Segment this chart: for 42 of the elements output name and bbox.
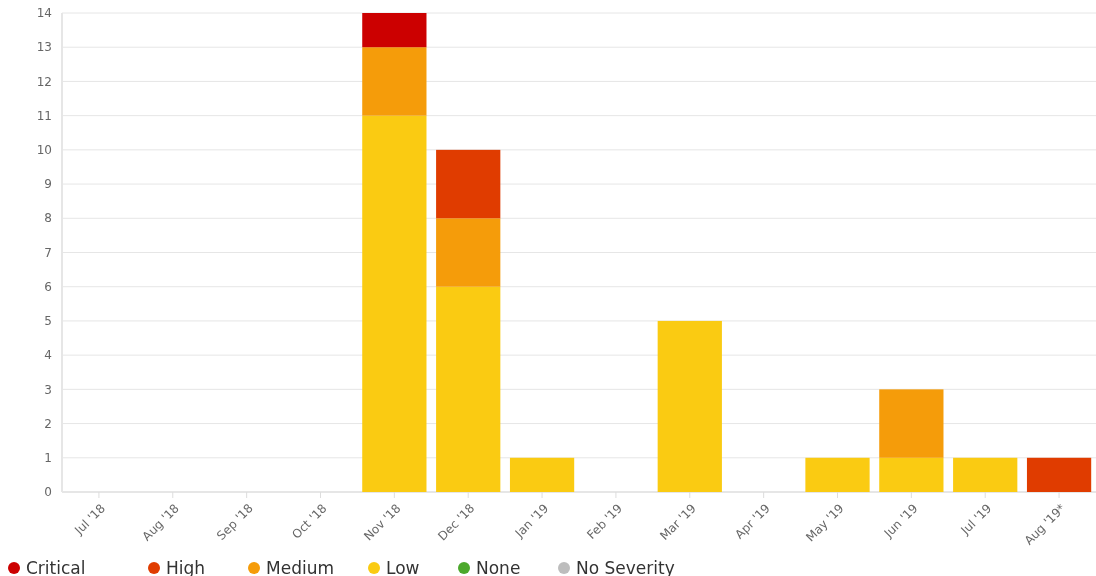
y-tick-label: 2 [44, 416, 52, 431]
bar [1026, 457, 1092, 492]
y-tick-label: 10 [36, 143, 52, 158]
x-tick-label: Sep '18 [214, 501, 256, 543]
y-tick-label: 3 [44, 382, 52, 397]
bar [436, 218, 501, 287]
x-tick-label: Oct '18 [289, 501, 330, 542]
bar [805, 457, 870, 492]
x-tick-label: Feb '19 [584, 501, 626, 542]
bar [362, 47, 427, 116]
x-tick-label: Jun '19 [880, 501, 921, 541]
legend-label: Critical [26, 557, 86, 576]
y-tick-label: 6 [44, 279, 52, 294]
bar [879, 389, 944, 458]
x-tick-label: Jan '19 [511, 501, 552, 541]
legend-label: Medium [266, 557, 334, 576]
bar [509, 457, 575, 492]
y-tick-label: 7 [44, 245, 52, 260]
y-tick-label: 12 [36, 74, 52, 89]
y-tick-label: 0 [44, 485, 52, 500]
bar [436, 286, 501, 492]
legend-label: Low [386, 557, 420, 576]
y-tick-label: 11 [36, 108, 52, 123]
y-tick-label: 5 [44, 314, 52, 329]
bar [879, 457, 944, 492]
x-tick-label: Mar '19 [657, 501, 699, 543]
x-tick-label: Jul '18 [71, 501, 109, 538]
bar [362, 115, 427, 492]
y-tick-label: 9 [44, 177, 52, 192]
x-tick-label: Dec '18 [435, 501, 478, 544]
legend-label: None [476, 557, 521, 576]
y-tick-label: 8 [44, 211, 52, 226]
x-tick-label: Apr '19 [732, 501, 773, 542]
x-tick-label: Jul '19 [957, 501, 995, 538]
bar [657, 320, 722, 492]
y-tick-label: 13 [36, 40, 52, 55]
bar [436, 149, 501, 219]
y-tick-label: 1 [44, 450, 52, 465]
y-tick-label: 4 [44, 348, 52, 363]
bar [953, 457, 1018, 492]
y-tick-label: 14 [36, 6, 52, 21]
bar [362, 13, 427, 48]
